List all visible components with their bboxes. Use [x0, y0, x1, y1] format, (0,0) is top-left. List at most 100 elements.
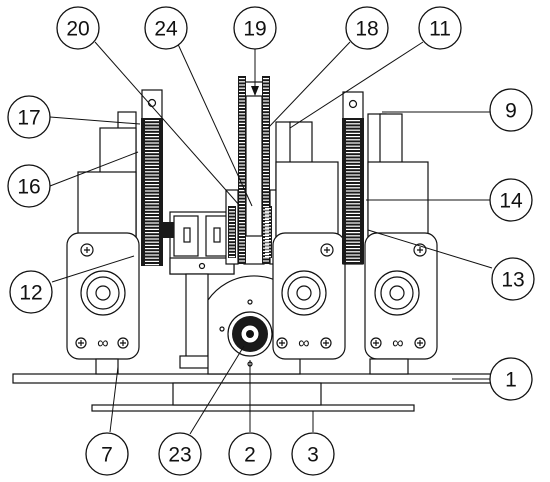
gear-tooth: [263, 100, 269, 102]
gear-tooth: [346, 155, 360, 157]
gear-tooth: [263, 154, 269, 156]
gear-tooth: [263, 116, 269, 118]
callout-23: 23: [158, 432, 202, 476]
gear-tooth: [229, 224, 235, 226]
gear-tooth: [346, 222, 360, 224]
bottom-plate: [91, 382, 415, 412]
gear-tooth: [229, 243, 235, 245]
gear-tooth: [239, 180, 245, 182]
gear-tooth: [145, 219, 159, 221]
gear-tooth: [239, 209, 245, 211]
gear-tooth: [346, 132, 360, 134]
gear-tooth: [145, 164, 159, 166]
gear-tooth: [239, 138, 245, 140]
left-servo-module: ∞: [66, 111, 140, 375]
gear-tooth: [263, 231, 269, 233]
gear-tooth: [145, 225, 159, 227]
gear-tooth: [239, 90, 245, 92]
gear-tooth: [346, 238, 360, 240]
gear-tooth: [263, 218, 269, 220]
gear-tooth: [346, 164, 360, 166]
gear-tooth: [145, 123, 159, 125]
gear-tooth: [263, 202, 269, 204]
callout-14: 14: [489, 178, 533, 222]
gear-tooth: [229, 249, 235, 251]
gear-tooth: [145, 235, 159, 237]
gear-tooth: [239, 257, 245, 259]
svg-text:∞: ∞: [97, 335, 108, 352]
gear-tooth: [239, 218, 245, 220]
gear-tooth: [145, 184, 159, 186]
gear-tooth: [145, 136, 159, 138]
gear-tooth: [265, 246, 271, 248]
gear-tooth: [263, 183, 269, 185]
callout-3: 3: [291, 432, 335, 476]
gear-tooth: [263, 106, 269, 108]
gear-tooth: [239, 167, 245, 169]
gear-tooth: [346, 139, 360, 141]
gear-tooth: [229, 208, 235, 210]
gear-tooth: [263, 138, 269, 140]
gear-tooth: [265, 208, 271, 210]
gear-tooth: [239, 116, 245, 118]
gear-tooth: [263, 190, 269, 192]
gear-tooth: [229, 240, 235, 242]
gear-tooth: [346, 171, 360, 173]
gear-tooth: [239, 129, 245, 131]
gear-tooth: [239, 110, 245, 112]
gear-tooth: [346, 180, 360, 182]
gear-tooth: [263, 215, 269, 217]
gear-tooth: [263, 196, 269, 198]
callout-11: 11: [418, 6, 462, 50]
gear-tooth: [346, 142, 360, 144]
gear-tooth: [229, 252, 235, 254]
gear-tooth: [145, 152, 159, 154]
gear-tooth: [239, 132, 245, 134]
gear-tooth: [145, 145, 159, 147]
gear-tooth: [265, 256, 271, 258]
gear-tooth: [263, 209, 269, 211]
gear-tooth: [145, 139, 159, 141]
gear-tooth: [239, 241, 245, 243]
gear-tooth: [265, 243, 271, 245]
gear-tooth: [263, 164, 269, 166]
gear-tooth: [263, 142, 269, 144]
gear-tooth: [145, 177, 159, 179]
gear-tooth: [239, 135, 245, 137]
gear-tooth: [239, 97, 245, 99]
center-tall-gears: [225, 76, 281, 265]
gear-tooth: [145, 142, 159, 144]
gear-tooth: [346, 260, 360, 262]
gear-tooth: [263, 234, 269, 236]
gear-tooth: [263, 238, 269, 240]
gear-tooth: [263, 135, 269, 137]
gear-tooth: [239, 148, 245, 150]
gear-tooth: [346, 177, 360, 179]
callout-2: 2: [228, 432, 272, 476]
gear-tooth: [263, 250, 269, 252]
gear-tooth: [239, 84, 245, 86]
gear-tooth: [346, 158, 360, 160]
gear-tooth: [145, 168, 159, 170]
gear-tooth: [346, 136, 360, 138]
gear-tooth: [346, 241, 360, 243]
callout-16: 16: [7, 164, 51, 208]
gear-tooth: [346, 206, 360, 208]
svg-text:∞: ∞: [392, 335, 403, 352]
svg-text:3: 3: [307, 444, 319, 467]
gear-tooth: [263, 132, 269, 134]
gear-tooth: [145, 190, 159, 192]
gear-tooth: [145, 148, 159, 150]
gear-tooth: [145, 257, 159, 259]
gear-tooth: [346, 190, 360, 192]
gear-tooth: [263, 84, 269, 86]
gear-tooth: [145, 254, 159, 256]
gear-tooth: [263, 161, 269, 163]
gear-tooth: [145, 251, 159, 253]
gear-tooth: [346, 196, 360, 198]
gear-tooth: [346, 200, 360, 202]
gear-tooth: [145, 120, 159, 122]
gear-tooth: [239, 215, 245, 217]
gear-tooth: [263, 222, 269, 224]
gear-tooth: [346, 232, 360, 234]
